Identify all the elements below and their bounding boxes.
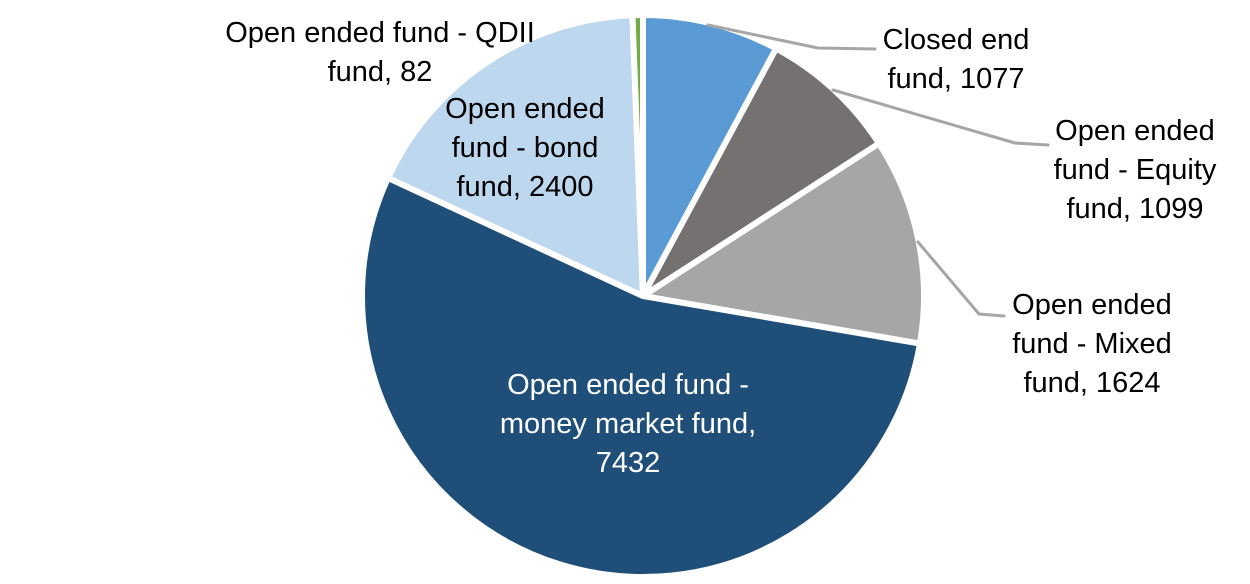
data-label-closed-end: Closed end fund, 1077 bbox=[883, 21, 1030, 99]
data-label-line: fund, 1099 bbox=[1066, 193, 1204, 225]
leader-line-closed-end bbox=[706, 23, 877, 51]
data-label-line: Open ended bbox=[445, 93, 605, 125]
data-label-line: fund - Equity bbox=[1053, 154, 1217, 186]
data-label-line: fund, 1624 bbox=[1023, 367, 1161, 399]
data-label-line: Open ended bbox=[1012, 289, 1172, 321]
data-label-mixed: Open ended fund - Mixed fund, 1624 bbox=[1012, 286, 1172, 403]
data-label-qdii: Open ended fund - QDII fund, 82 bbox=[225, 14, 535, 92]
data-label-line: Open ended bbox=[1055, 115, 1215, 147]
data-label-line: Open ended fund - QDII bbox=[225, 17, 535, 49]
data-label-line: Closed end bbox=[882, 24, 1030, 56]
leader-line-equity bbox=[831, 88, 1050, 147]
data-label-money-market: Open ended fund - money market fund, 7432 bbox=[500, 366, 756, 483]
data-label-line: money market fund, bbox=[499, 408, 757, 440]
pie-slice-bond[interactable] bbox=[385, 12, 646, 299]
pie-slice-closed-end[interactable] bbox=[640, 12, 780, 299]
pie-slice-qdii[interactable] bbox=[629, 12, 646, 299]
data-label-line: fund, 2400 bbox=[456, 171, 594, 203]
data-label-equity: Open ended fund - Equity fund, 1099 bbox=[1054, 112, 1217, 229]
data-label-line: Open ended fund - bbox=[507, 369, 749, 401]
data-label-line: fund - Mixed bbox=[1012, 328, 1172, 360]
data-label-line: fund, 1077 bbox=[887, 63, 1025, 95]
pie-slice-money-market[interactable] bbox=[359, 174, 923, 580]
data-label-line: fund, 82 bbox=[327, 56, 433, 88]
data-label-line: 7432 bbox=[595, 447, 661, 479]
pie-slice-mixed[interactable] bbox=[640, 140, 927, 347]
leader-line-mixed bbox=[916, 240, 1006, 318]
data-label-line: fund - bond bbox=[451, 132, 599, 164]
data-label-bond: Open ended fund - bond fund, 2400 bbox=[445, 90, 605, 207]
